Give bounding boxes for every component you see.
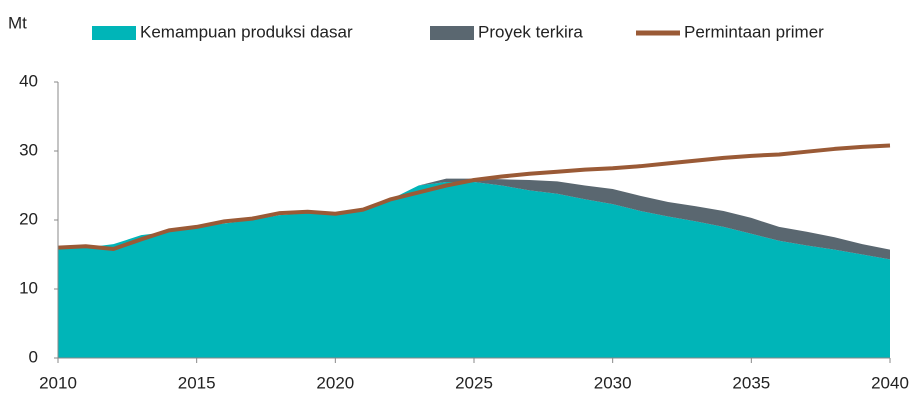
x-tick-label: 2035 [732,373,770,392]
x-tick-label: 2020 [316,373,354,392]
legend-swatch [430,26,474,40]
y-tick-label: 0 [29,347,38,366]
line [57,143,891,251]
y-axis-label: Mt [8,13,27,32]
x-tick-label: 2015 [178,373,216,392]
legend-label: Kemampuan produksi dasar [140,22,353,41]
x-tick-label: 2040 [871,373,909,392]
legend-label: Proyek terkira [478,22,583,41]
legend-label: Permintaan primer [684,22,824,41]
x-tick-label: 2025 [455,373,493,392]
area [58,178,890,260]
x-tick-label: 2030 [594,373,632,392]
y-tick-label: 20 [19,209,38,228]
area [58,182,890,358]
y-tick-label: 10 [19,278,38,297]
x-tick-label: 2010 [39,373,77,392]
y-tick-label: 30 [19,140,38,159]
legend-swatch [92,26,136,40]
y-tick-label: 40 [19,71,38,90]
